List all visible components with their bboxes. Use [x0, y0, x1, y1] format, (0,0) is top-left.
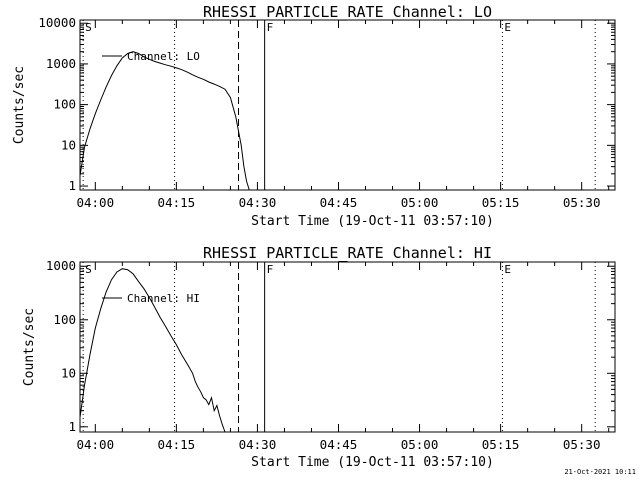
chart-title: RHESSI PARTICLE_RATE Channel: HI: [203, 244, 492, 262]
x-axis-label: Start Time (19-Oct-11 03:57:10): [251, 455, 494, 470]
x-tick-label: 04:00: [76, 437, 114, 452]
y-tick-label: 1000: [46, 56, 76, 71]
y-axis-label: Counts/sec: [22, 308, 37, 386]
y-tick-label: 10: [61, 137, 76, 152]
panel-lo: RHESSI PARTICLE_RATE Channel: LO S F E 04:00…: [12, 3, 616, 229]
y-tick-label: 100: [53, 97, 76, 112]
legend-label: Channel: HI: [127, 292, 200, 305]
event-flag-label: E: [504, 21, 511, 34]
x-tick-label: 05:00: [401, 437, 439, 452]
event-flag-label: F: [267, 21, 274, 34]
event-flag-label: S: [85, 263, 92, 276]
panel-hi: RHESSI PARTICLE_RATE Channel: HI S F E 04:00…: [22, 244, 616, 470]
plot-frame: [79, 261, 616, 433]
chart-title: RHESSI PARTICLE_RATE Channel: LO: [203, 3, 492, 21]
footer-timestamp: 21-Oct-2021 10:11: [564, 468, 636, 476]
x-tick-label: 04:15: [158, 437, 196, 452]
y-tick-label: 10000: [38, 15, 76, 30]
x-tick-label: 04:30: [239, 437, 277, 452]
x-axis-label: Start Time (19-Oct-11 03:57:10): [251, 214, 494, 229]
x-tick-label: 04:30: [239, 195, 277, 210]
x-tick-label: 05:15: [482, 195, 520, 210]
y-tick-label: 10: [61, 365, 76, 380]
y-tick-label: 1: [68, 419, 76, 434]
y-axis-label: Counts/sec: [12, 66, 27, 144]
plot-frame: [79, 19, 616, 191]
x-tick-label: 04:00: [76, 195, 114, 210]
legend-label: Channel: LO: [127, 50, 200, 63]
event-flag-label: S: [85, 21, 92, 34]
x-tick-label: 05:15: [482, 437, 520, 452]
y-tick-label: 1: [68, 178, 76, 193]
x-tick-label: 05:30: [563, 437, 601, 452]
x-tick-label: 05:30: [563, 195, 601, 210]
x-tick-label: 05:00: [401, 195, 439, 210]
event-flag-label: E: [504, 263, 511, 276]
y-tick-label: 1000: [46, 258, 76, 273]
x-tick-label: 04:45: [320, 437, 358, 452]
y-tick-label: 100: [53, 312, 76, 327]
x-tick-label: 04:15: [158, 195, 196, 210]
series-line: [79, 51, 250, 191]
series-line: [79, 268, 226, 433]
x-tick-label: 04:45: [320, 195, 358, 210]
event-flag-label: F: [267, 263, 274, 276]
